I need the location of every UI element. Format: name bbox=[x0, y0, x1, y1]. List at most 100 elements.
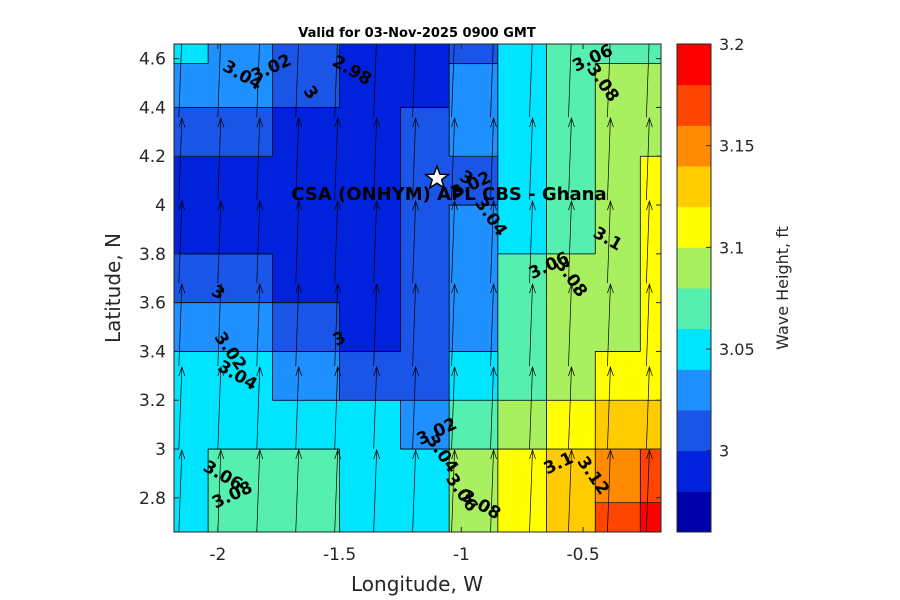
y-axis-label: Latitude, N bbox=[101, 233, 125, 343]
arrow-icon bbox=[607, 44, 614, 118]
colorbar-tick-label: 3.2 bbox=[719, 35, 744, 54]
arrow-icon bbox=[568, 365, 575, 450]
contour-cell bbox=[272, 156, 341, 206]
contour-cell bbox=[449, 253, 499, 304]
arrow-icon bbox=[295, 200, 303, 284]
contour-cell bbox=[497, 502, 548, 532]
contour-fill bbox=[174, 44, 661, 532]
contour-cell bbox=[400, 351, 450, 401]
contour-cell bbox=[497, 107, 548, 157]
arrow-icon bbox=[646, 365, 653, 450]
contour-cell bbox=[272, 253, 341, 304]
colorbar-band bbox=[677, 206, 711, 248]
arrow-icon bbox=[178, 117, 186, 201]
colorbar-band bbox=[677, 247, 711, 289]
contour-cell bbox=[640, 205, 661, 255]
arrow-icon bbox=[178, 448, 186, 532]
contour-cell bbox=[595, 156, 641, 206]
contour-cell bbox=[640, 302, 661, 353]
arrow-icon bbox=[568, 282, 575, 367]
contour-cell bbox=[400, 205, 450, 255]
arrow-icon bbox=[607, 448, 614, 532]
colorbar-tick-label: 3.05 bbox=[719, 340, 755, 359]
y-tick-label: 4.6 bbox=[139, 50, 166, 70]
contour-cell bbox=[497, 63, 548, 109]
contour-cell bbox=[640, 351, 661, 401]
contour-cell bbox=[208, 205, 274, 255]
arrow-icon bbox=[256, 200, 264, 284]
contour-cell bbox=[339, 156, 402, 206]
contour-cell bbox=[546, 502, 596, 532]
arrow-icon bbox=[334, 282, 342, 367]
contour-cell bbox=[272, 351, 341, 401]
arrow-icon bbox=[412, 44, 419, 118]
contour-cell bbox=[497, 400, 548, 450]
contour-cell bbox=[497, 205, 548, 255]
colorbar-tick-label: 3.15 bbox=[719, 137, 755, 156]
contour-cell bbox=[595, 44, 641, 65]
y-tick-label: 3.8 bbox=[139, 245, 166, 265]
contour-cell bbox=[449, 63, 499, 109]
arrow-icon bbox=[217, 365, 225, 450]
contour-cell bbox=[449, 351, 499, 401]
colorbar-label: Wave Height, ft bbox=[773, 226, 792, 350]
arrow-icon bbox=[568, 117, 575, 201]
arrow-icon bbox=[646, 200, 653, 284]
contour-cell bbox=[497, 253, 548, 304]
contour-cell bbox=[449, 205, 499, 255]
contour-cell bbox=[208, 351, 274, 401]
contour-cell bbox=[174, 205, 209, 255]
arrow-icon bbox=[256, 117, 264, 201]
contour-cell bbox=[497, 302, 548, 353]
arrow-icon bbox=[217, 117, 225, 201]
arrow-icon bbox=[217, 448, 225, 532]
contour-cell bbox=[400, 302, 450, 353]
arrow-icon bbox=[529, 365, 536, 450]
arrow-icon bbox=[412, 117, 419, 201]
contour-cell bbox=[546, 63, 596, 109]
arrow-icon bbox=[529, 44, 536, 118]
arrow-icon bbox=[529, 200, 536, 284]
arrow-icon bbox=[451, 282, 458, 367]
arrow-icon bbox=[295, 448, 303, 532]
arrow-icon bbox=[412, 448, 419, 532]
arrow-icon bbox=[373, 365, 381, 450]
contour-cell bbox=[497, 449, 548, 504]
colorbar-band bbox=[677, 125, 711, 167]
arrow-icon bbox=[373, 117, 381, 201]
contour-cell bbox=[546, 44, 596, 65]
contour-cell bbox=[595, 253, 641, 304]
wave-direction-arrows bbox=[178, 44, 653, 532]
contour-cell bbox=[272, 107, 341, 157]
arrow-icon bbox=[646, 448, 653, 532]
arrow-icon bbox=[334, 200, 342, 284]
contour-cell bbox=[400, 502, 450, 532]
contour-cell bbox=[449, 107, 499, 157]
colorbar-tick-label: 3.1 bbox=[719, 238, 744, 257]
contour-cell bbox=[449, 302, 499, 353]
arrow-icon bbox=[490, 44, 497, 118]
arrow-icon bbox=[451, 448, 458, 532]
x-tick-label: -1 bbox=[453, 545, 470, 565]
arrow-icon bbox=[256, 448, 264, 532]
contour-cell bbox=[640, 44, 661, 65]
arrow-icon bbox=[412, 282, 419, 367]
arrow-icon bbox=[646, 282, 653, 367]
arrow-icon bbox=[217, 282, 225, 367]
contour-cell bbox=[595, 63, 641, 109]
contour-cell bbox=[400, 107, 450, 157]
contour-cell bbox=[449, 400, 499, 450]
arrow-icon bbox=[334, 117, 342, 201]
colorbar-band bbox=[677, 450, 711, 492]
contour-cell bbox=[546, 156, 596, 206]
contour-cell bbox=[339, 449, 402, 504]
colorbar-band bbox=[677, 328, 711, 370]
arrow-icon bbox=[373, 282, 381, 367]
x-axis-label: Longitude, W bbox=[351, 572, 483, 596]
contour-cell bbox=[174, 44, 209, 65]
contour-cell bbox=[449, 44, 499, 65]
contour-cell bbox=[339, 205, 402, 255]
contour-cell bbox=[449, 156, 499, 206]
contour-cell bbox=[400, 253, 450, 304]
